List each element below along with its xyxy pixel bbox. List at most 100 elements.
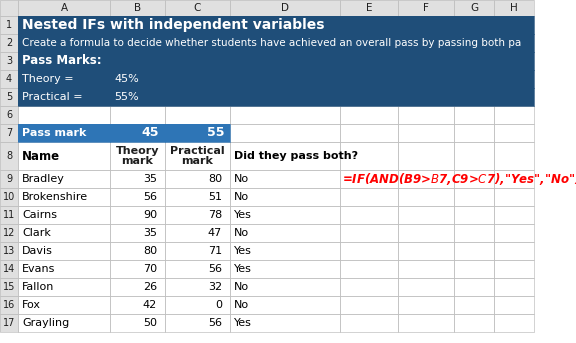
Text: 45%: 45% — [114, 74, 139, 84]
Bar — [230, 224, 340, 242]
Bar — [18, 260, 110, 278]
Bar — [0, 242, 18, 260]
Bar — [340, 0, 398, 16]
Bar — [230, 188, 340, 206]
Bar — [0, 124, 18, 142]
Bar — [398, 142, 454, 170]
Text: D: D — [281, 3, 289, 13]
Bar — [18, 260, 110, 278]
Bar — [110, 314, 165, 332]
Bar — [230, 106, 340, 124]
Bar — [494, 224, 534, 242]
Text: 78: 78 — [208, 210, 222, 220]
Bar — [0, 242, 18, 260]
Bar — [340, 142, 398, 170]
Bar — [398, 124, 454, 142]
Text: Brokenshire: Brokenshire — [22, 192, 88, 202]
Bar — [18, 278, 110, 296]
Bar — [340, 106, 398, 124]
Text: No: No — [234, 300, 249, 310]
Bar — [340, 314, 398, 332]
Bar — [110, 0, 165, 16]
Bar — [165, 278, 230, 296]
Bar — [398, 314, 454, 332]
Text: 26: 26 — [143, 282, 157, 292]
Bar — [340, 260, 398, 278]
Text: No: No — [234, 228, 249, 238]
Bar — [110, 188, 165, 206]
Bar — [340, 188, 398, 206]
Bar — [340, 278, 398, 296]
Text: 14: 14 — [3, 264, 15, 274]
Bar — [454, 170, 494, 188]
Bar — [340, 170, 398, 188]
Bar — [165, 142, 230, 170]
Bar — [18, 52, 534, 70]
Bar — [110, 296, 165, 314]
Text: Yes: Yes — [234, 318, 252, 328]
Text: 55: 55 — [207, 127, 224, 140]
Bar — [165, 0, 230, 16]
Text: 12: 12 — [3, 228, 15, 238]
Bar — [0, 0, 18, 16]
Bar — [0, 224, 18, 242]
Bar — [398, 0, 454, 16]
Bar — [454, 314, 494, 332]
Bar — [0, 142, 18, 170]
Bar — [230, 314, 340, 332]
Text: mark: mark — [122, 156, 153, 166]
Bar — [494, 260, 534, 278]
Bar — [165, 0, 230, 16]
Text: No: No — [234, 174, 249, 184]
Text: mark: mark — [181, 156, 214, 166]
Bar — [18, 314, 110, 332]
Bar — [340, 106, 398, 124]
Text: Fallon: Fallon — [22, 282, 54, 292]
Bar — [454, 260, 494, 278]
Bar — [340, 242, 398, 260]
Bar — [340, 296, 398, 314]
Bar — [230, 278, 340, 296]
Bar — [230, 260, 340, 278]
Bar — [18, 206, 110, 224]
Bar — [18, 88, 534, 106]
Bar — [454, 242, 494, 260]
Bar — [494, 242, 534, 260]
Bar — [0, 52, 18, 70]
Bar — [398, 124, 454, 142]
Text: Evans: Evans — [22, 264, 55, 274]
Bar — [110, 142, 165, 170]
Bar — [110, 296, 165, 314]
Text: Theory: Theory — [116, 146, 159, 156]
Bar — [494, 188, 534, 206]
Bar — [0, 170, 18, 188]
Bar — [454, 296, 494, 314]
Bar — [340, 224, 398, 242]
Bar — [340, 206, 398, 224]
Bar — [494, 124, 534, 142]
Bar — [494, 296, 534, 314]
Bar — [165, 260, 230, 278]
Text: 32: 32 — [208, 282, 222, 292]
Text: 3: 3 — [6, 56, 12, 66]
Bar — [340, 0, 398, 16]
Text: F: F — [423, 3, 429, 13]
Bar — [454, 278, 494, 296]
Text: H: H — [510, 3, 518, 13]
Text: 7: 7 — [6, 128, 12, 138]
Bar — [340, 124, 398, 142]
Bar — [340, 296, 398, 314]
Text: B: B — [134, 3, 141, 13]
Bar — [18, 296, 110, 314]
Text: Practical =: Practical = — [22, 92, 82, 102]
Bar — [494, 206, 534, 224]
Bar — [18, 170, 110, 188]
Bar — [165, 224, 230, 242]
Bar — [340, 278, 398, 296]
Bar — [110, 206, 165, 224]
Bar — [165, 278, 230, 296]
Bar — [18, 34, 534, 52]
Bar — [110, 260, 165, 278]
Bar — [494, 224, 534, 242]
Bar — [230, 124, 340, 142]
